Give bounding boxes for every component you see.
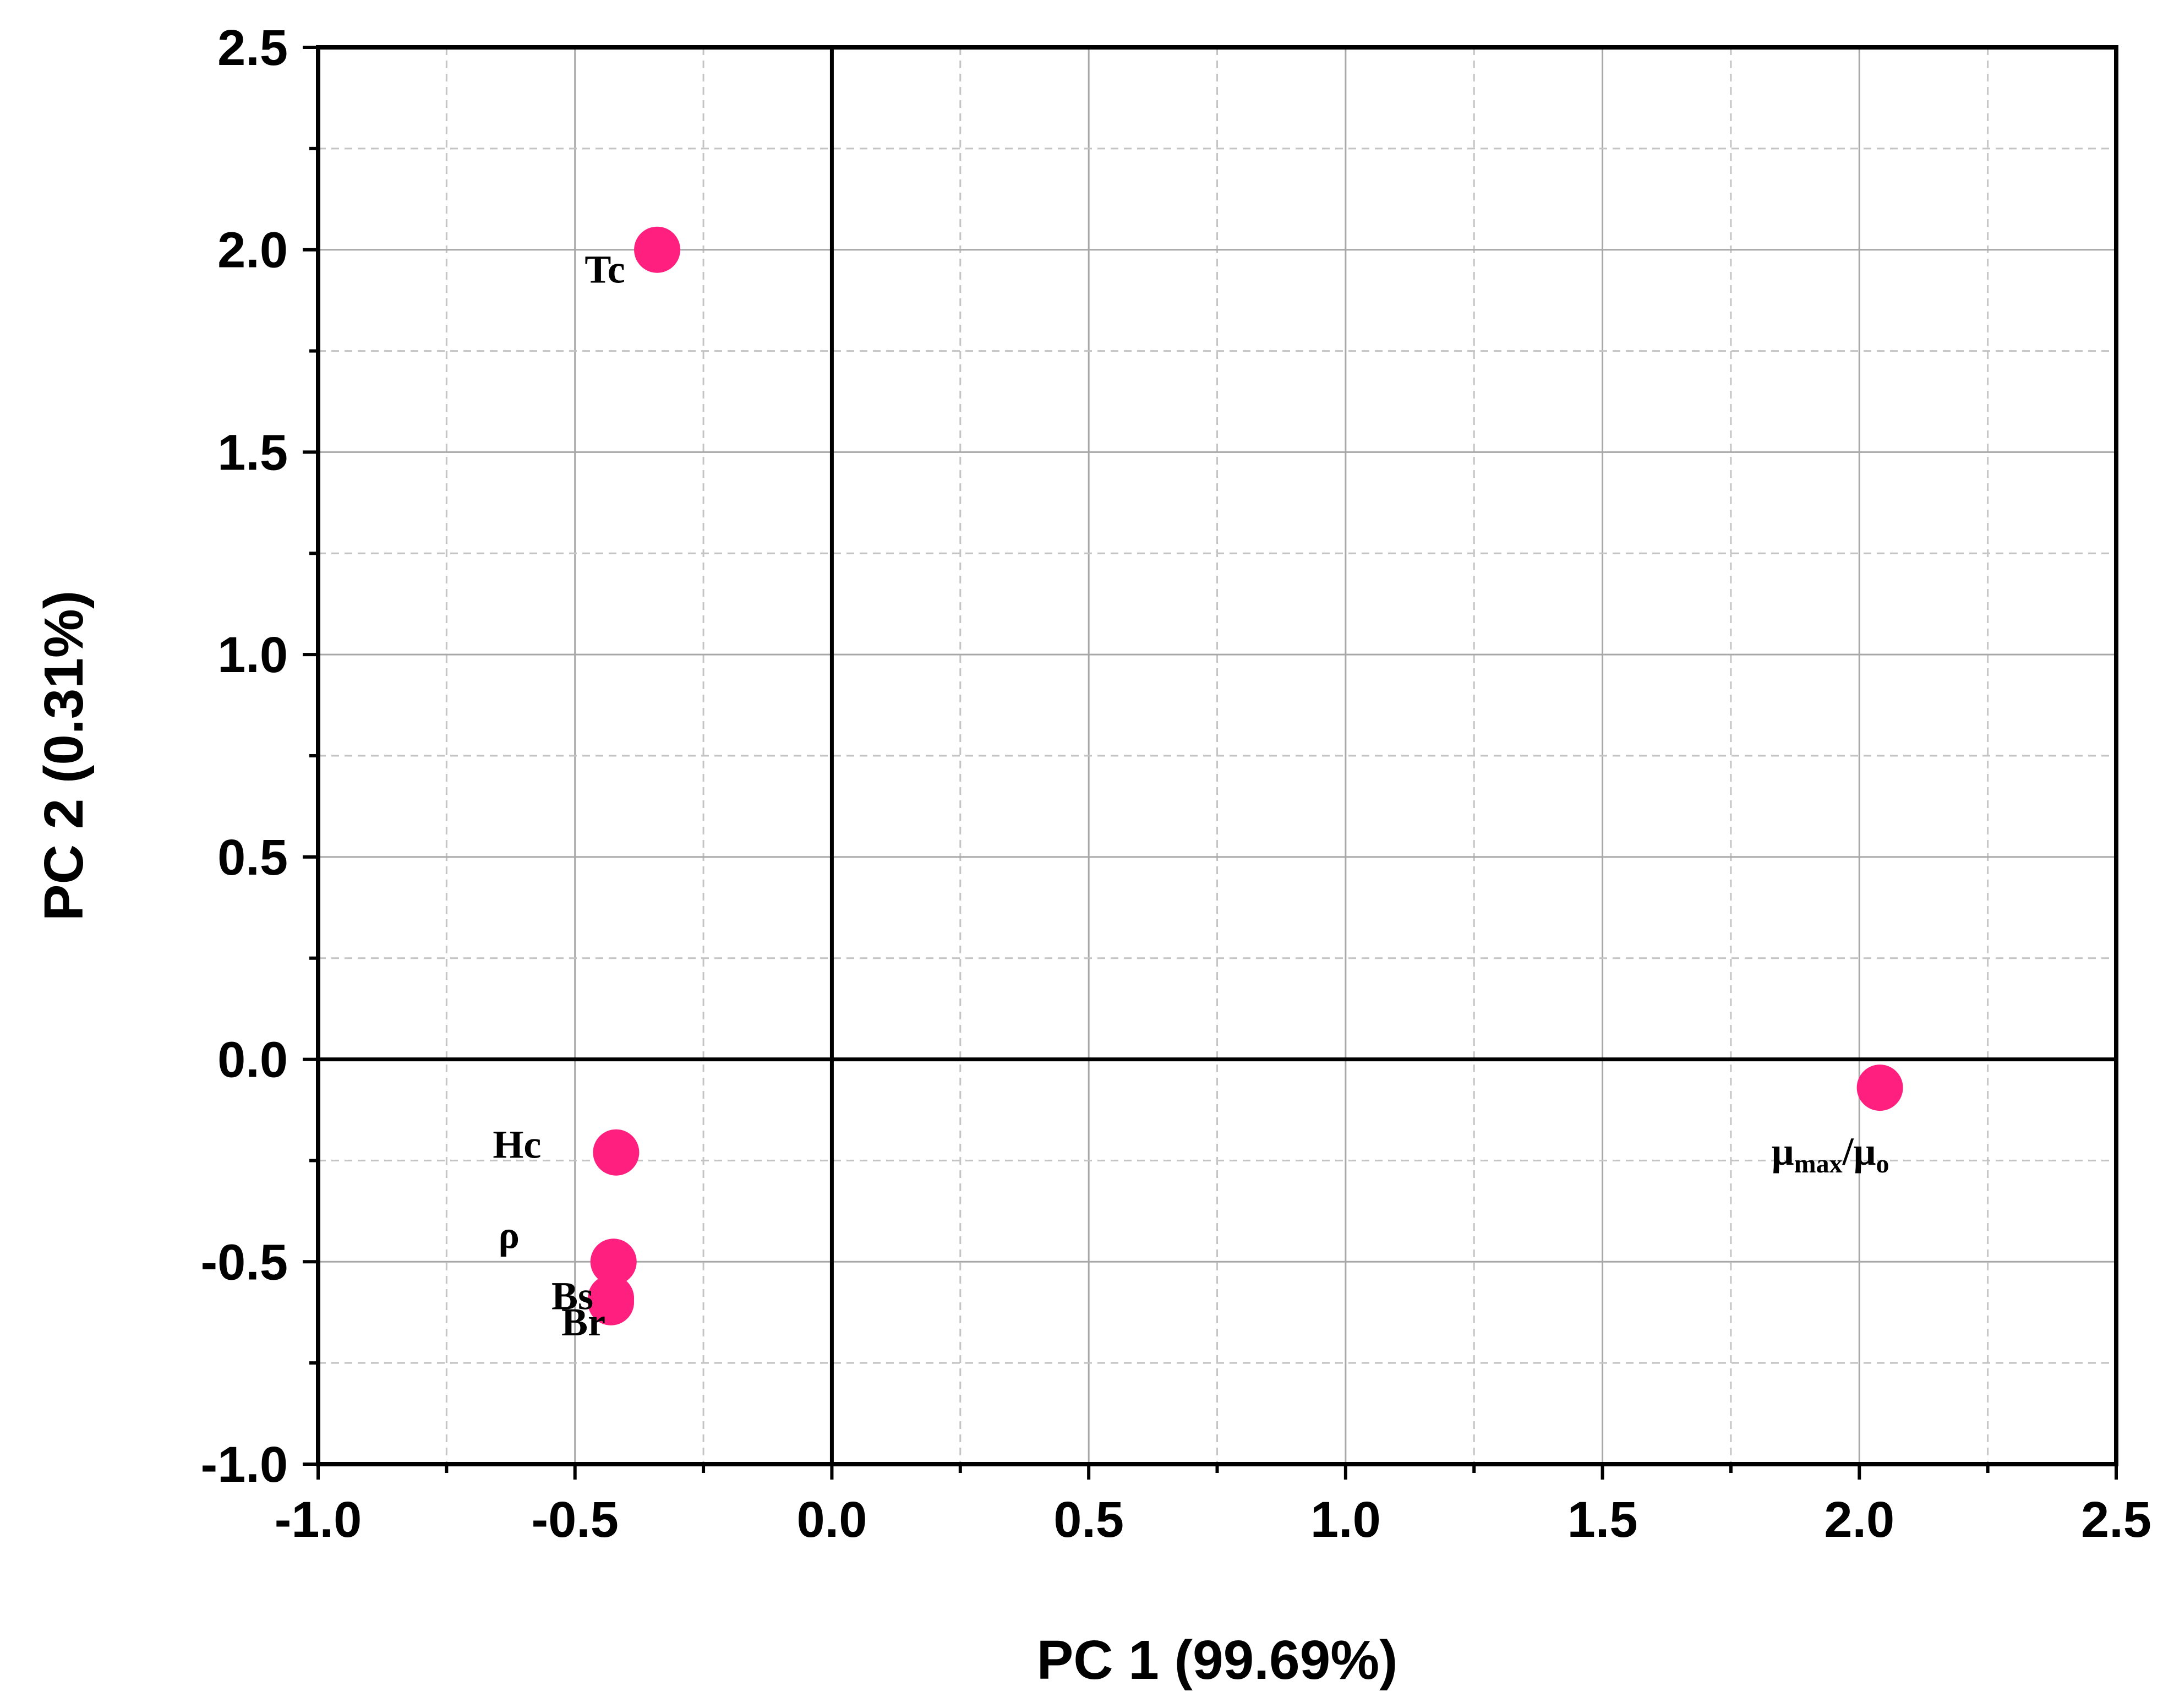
y-axis-title: PC 2 (0.31%) xyxy=(33,591,95,921)
point-label: Bs xyxy=(551,1274,593,1318)
point-label: μmax/μo xyxy=(1772,1129,1889,1178)
data-point xyxy=(1856,1065,1903,1111)
x-axis-title: PC 1 (99.69%) xyxy=(1037,1629,1398,1691)
x-tick-label: -1.0 xyxy=(275,1492,362,1548)
point-label: Br xyxy=(561,1300,605,1344)
data-point xyxy=(590,1238,637,1285)
y-tick-label: 1.5 xyxy=(217,424,288,481)
y-tick-label: 0.5 xyxy=(217,830,288,886)
y-tick-label: -0.5 xyxy=(200,1234,288,1290)
y-tick-label: 1.0 xyxy=(217,627,288,683)
data-point xyxy=(634,226,681,273)
x-tick-label: 2.5 xyxy=(2081,1492,2151,1548)
zero-lines xyxy=(318,47,2116,1464)
x-tick-label: 2.0 xyxy=(1824,1492,1894,1548)
x-tick-label: 1.0 xyxy=(1310,1492,1381,1548)
x-tick-label: 0.5 xyxy=(1053,1492,1124,1548)
x-tick-labels: -1.0 -0.5 0.0 0.5 1.0 1.5 2.0 2.5 xyxy=(275,1492,2151,1548)
data-points xyxy=(588,226,1903,1325)
point-label: Tc xyxy=(585,248,625,292)
y-tick-label: 2.0 xyxy=(217,222,288,279)
x-tick-label: -0.5 xyxy=(531,1492,619,1548)
axis-ticks xyxy=(303,46,2118,1480)
y-tick-label: -1.0 xyxy=(200,1437,288,1493)
x-tick-label: 0.0 xyxy=(796,1492,867,1548)
data-point xyxy=(593,1129,640,1176)
point-label: ρ xyxy=(498,1213,520,1257)
y-tick-labels: -1.0 -0.5 0.0 0.5 1.0 1.5 2.0 2.5 xyxy=(200,20,288,1493)
y-tick-label: 2.5 xyxy=(217,20,288,76)
data-point xyxy=(588,1279,635,1325)
point-label: Hc xyxy=(493,1123,541,1167)
y-tick-label: 0.0 xyxy=(217,1032,288,1088)
x-tick-label: 1.5 xyxy=(1567,1492,1638,1548)
